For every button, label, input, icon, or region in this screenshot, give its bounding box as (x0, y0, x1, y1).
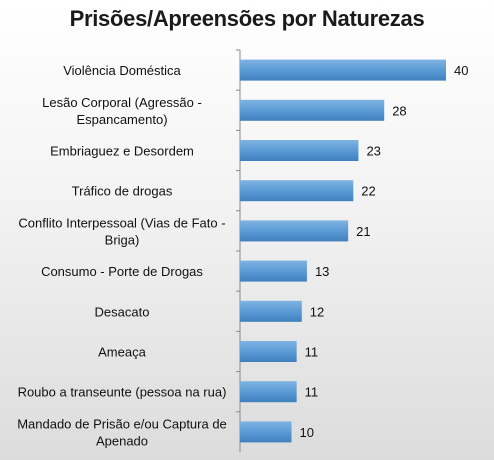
category-label-3: Tráfico de drogas (72, 184, 173, 199)
category-label-9: Mandado de Prisão e/ou Captura de Apenado (17, 416, 227, 448)
category-label-4: Conflito Interpessoal (Vias de Fato -Bri… (18, 215, 225, 247)
value-label-1: 28 (392, 103, 406, 118)
value-label-0: 40 (454, 63, 468, 78)
bar-7 (240, 341, 297, 362)
bar-6 (240, 300, 302, 322)
category-label-8: Roubo a transeunte (pessoa na rua) (18, 385, 227, 400)
category-label-5: Consumo - Porte de Drogas (41, 264, 203, 279)
bar-1 (240, 99, 385, 121)
value-label-2: 23 (366, 144, 380, 159)
category-label-0: Violência Doméstica (63, 63, 181, 78)
bar-8 (240, 381, 297, 403)
chart-title: Prisões/Apreensões por Naturezas (69, 6, 425, 31)
bar-4 (240, 220, 349, 242)
category-label-7: Ameaça (98, 345, 146, 360)
bar-9 (240, 421, 292, 443)
value-label-8: 11 (305, 385, 319, 400)
value-label-6: 12 (310, 304, 324, 319)
bar-5 (240, 260, 307, 282)
value-label-5: 13 (315, 264, 329, 279)
value-label-3: 22 (361, 184, 375, 199)
category-label-6: Desacato (95, 304, 150, 319)
value-label-9: 10 (300, 425, 314, 440)
category-label-2: Embriaguez e Desordem (50, 144, 194, 159)
category-label-1: Lesão Corporal (Agressão -Espancamento) (42, 95, 202, 127)
value-label-4: 21 (356, 224, 370, 239)
bar-0 (240, 59, 446, 81)
value-label-7: 11 (305, 345, 319, 360)
bar-3 (240, 180, 354, 202)
bar-2 (240, 140, 359, 161)
